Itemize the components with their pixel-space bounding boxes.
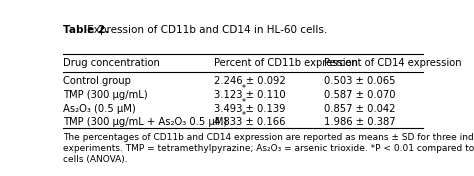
Text: Expression of CD11b and CD14 in HL-60 cells.: Expression of CD11b and CD14 in HL-60 ce… (84, 25, 328, 35)
Text: As₂O₃ (0.5 µM): As₂O₃ (0.5 µM) (63, 103, 136, 114)
Text: *: * (242, 84, 246, 93)
Text: 0.503 ± 0.065: 0.503 ± 0.065 (324, 76, 395, 86)
Text: The percentages of CD11b and CD14 expression are reported as means ± SD for thre: The percentages of CD11b and CD14 expres… (63, 133, 474, 142)
Text: Percent of CD11b expression: Percent of CD11b expression (213, 58, 357, 68)
Text: 3.123 ± 0.110: 3.123 ± 0.110 (213, 90, 285, 100)
Text: experiments. TMP = tetramethylpyrazine; As₂O₃ = arsenic trioxide. *P < 0.01 comp: experiments. TMP = tetramethylpyrazine; … (63, 144, 474, 153)
Text: TMP (300 µg/mL + As₂O₃ 0.5 µM): TMP (300 µg/mL + As₂O₃ 0.5 µM) (63, 117, 227, 127)
Text: TMP (300 µg/mL): TMP (300 µg/mL) (63, 90, 147, 100)
Text: Control group: Control group (63, 76, 131, 86)
Text: 0.587 ± 0.070: 0.587 ± 0.070 (324, 90, 395, 100)
Text: *: * (242, 111, 246, 121)
Text: Table 2.: Table 2. (63, 25, 109, 35)
Text: cells (ANOVA).: cells (ANOVA). (63, 155, 128, 164)
Text: Drug concentration: Drug concentration (63, 58, 160, 68)
Text: 1.986 ± 0.387: 1.986 ± 0.387 (324, 117, 395, 127)
Text: 2.246 ± 0.092: 2.246 ± 0.092 (213, 76, 285, 86)
Text: 3.493 ± 0.139: 3.493 ± 0.139 (213, 103, 285, 114)
Text: 0.857 ± 0.042: 0.857 ± 0.042 (324, 103, 395, 114)
Text: 4.833 ± 0.166: 4.833 ± 0.166 (213, 117, 285, 127)
Text: Percent of CD14 expression: Percent of CD14 expression (324, 58, 461, 68)
Text: *: * (242, 98, 246, 107)
